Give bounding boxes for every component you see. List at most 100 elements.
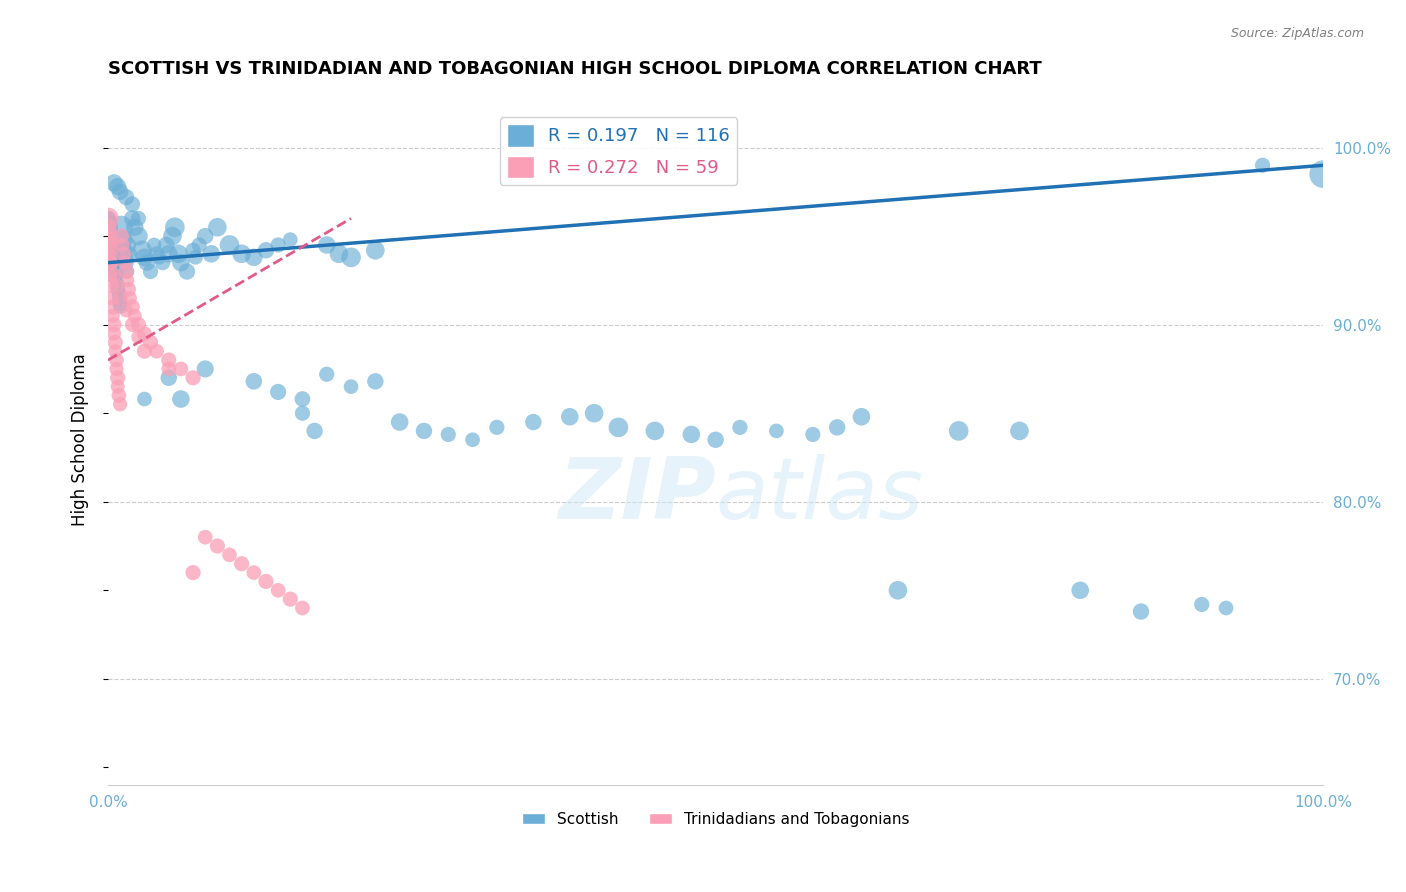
Point xyxy=(485,420,508,434)
Point xyxy=(143,238,166,252)
Point xyxy=(1008,424,1031,438)
Point xyxy=(100,229,122,244)
Point xyxy=(218,238,240,252)
Point xyxy=(461,433,484,447)
Point xyxy=(184,251,207,265)
Point xyxy=(115,303,138,318)
Point xyxy=(139,264,162,278)
Point xyxy=(163,220,186,235)
Point xyxy=(108,185,131,199)
Point xyxy=(108,291,131,305)
Point xyxy=(101,309,124,323)
Text: atlas: atlas xyxy=(716,453,924,536)
Point xyxy=(948,424,970,438)
Text: Source: ZipAtlas.com: Source: ZipAtlas.com xyxy=(1230,27,1364,40)
Point xyxy=(167,247,190,261)
Point xyxy=(243,374,266,388)
Point xyxy=(100,247,122,261)
Point xyxy=(131,244,153,258)
Point xyxy=(388,415,411,429)
Point xyxy=(315,368,337,382)
Point xyxy=(114,255,136,269)
Point xyxy=(121,211,143,226)
Point xyxy=(107,278,129,293)
Point xyxy=(558,409,581,424)
Point xyxy=(145,247,167,261)
Point xyxy=(1069,583,1091,598)
Point xyxy=(108,296,131,310)
Point xyxy=(105,278,128,293)
Point xyxy=(127,318,149,332)
Point xyxy=(291,601,314,615)
Point xyxy=(254,244,277,258)
Point xyxy=(437,427,460,442)
Point xyxy=(267,384,290,399)
Point xyxy=(108,397,131,411)
Point xyxy=(181,371,204,385)
Point xyxy=(127,229,149,244)
Point xyxy=(105,268,128,282)
Point xyxy=(105,362,128,376)
Point xyxy=(155,238,177,252)
Point xyxy=(267,583,290,598)
Point xyxy=(100,268,122,282)
Point xyxy=(115,190,138,204)
Point xyxy=(170,362,193,376)
Point xyxy=(681,427,703,442)
Point xyxy=(108,291,131,305)
Point xyxy=(243,566,266,580)
Point xyxy=(157,353,180,368)
Point xyxy=(103,326,125,341)
Point xyxy=(267,238,290,252)
Point xyxy=(152,255,174,269)
Point xyxy=(157,247,180,261)
Point xyxy=(207,539,229,553)
Point xyxy=(188,238,211,252)
Point xyxy=(1130,605,1153,619)
Point xyxy=(170,392,193,406)
Point xyxy=(340,379,363,393)
Point xyxy=(340,251,363,265)
Point xyxy=(851,409,873,424)
Point xyxy=(100,220,122,235)
Point xyxy=(103,260,125,275)
Point xyxy=(704,433,727,447)
Point xyxy=(105,353,128,368)
Point xyxy=(127,211,149,226)
Point xyxy=(278,233,301,247)
Point xyxy=(100,255,122,269)
Point xyxy=(157,362,180,376)
Point xyxy=(97,220,120,235)
Point xyxy=(121,318,143,332)
Point xyxy=(103,268,125,282)
Point xyxy=(97,211,120,226)
Point xyxy=(105,264,128,278)
Point xyxy=(101,300,124,314)
Point xyxy=(124,220,146,235)
Point xyxy=(413,424,436,438)
Point xyxy=(114,251,136,265)
Point xyxy=(117,264,139,278)
Point xyxy=(112,244,135,258)
Legend: Scottish, Trinidadians and Tobagonians: Scottish, Trinidadians and Tobagonians xyxy=(516,805,915,833)
Point xyxy=(104,264,127,278)
Point xyxy=(121,197,143,211)
Point xyxy=(148,251,170,265)
Point xyxy=(101,247,124,261)
Point xyxy=(200,247,222,261)
Point xyxy=(98,251,121,265)
Point xyxy=(103,318,125,332)
Point xyxy=(104,268,127,282)
Point xyxy=(97,211,120,226)
Point xyxy=(108,388,131,402)
Point xyxy=(118,291,141,305)
Point xyxy=(124,309,146,323)
Point xyxy=(98,211,121,226)
Point xyxy=(115,255,138,269)
Point xyxy=(170,255,193,269)
Point xyxy=(291,392,314,406)
Point xyxy=(134,251,156,265)
Point xyxy=(107,179,129,194)
Point xyxy=(101,251,124,265)
Point xyxy=(181,244,204,258)
